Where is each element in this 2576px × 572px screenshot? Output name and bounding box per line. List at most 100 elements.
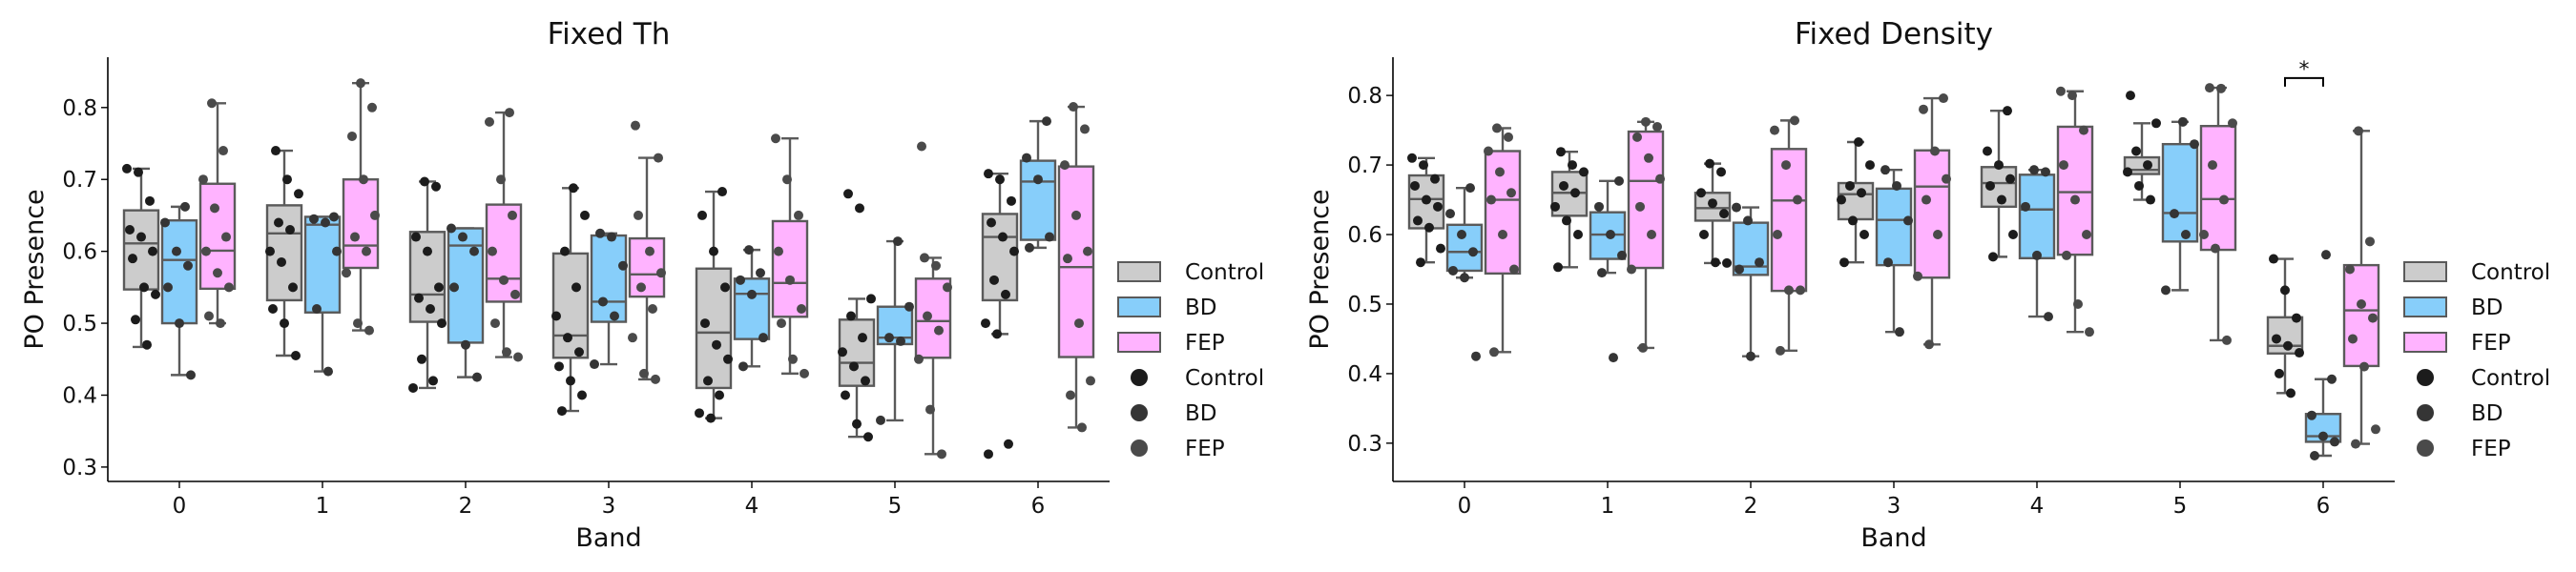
data-point [490, 318, 500, 329]
box-iqr [303, 215, 342, 314]
box-control-band-5 [2123, 91, 2161, 205]
data-point [2056, 86, 2066, 96]
box-iqr [342, 178, 380, 270]
data-point [125, 225, 135, 235]
data-point [855, 203, 864, 214]
data-point [122, 163, 132, 174]
data-point [350, 232, 360, 242]
data-point [858, 333, 867, 343]
data-point [1770, 125, 1779, 135]
box-iqr [733, 277, 771, 340]
data-point [560, 246, 570, 256]
data-point [1699, 230, 1709, 240]
box-iqr [1019, 159, 1057, 241]
data-point [347, 131, 357, 141]
data-point [1924, 339, 1934, 350]
data-point [1892, 180, 1901, 191]
legend-marker [1131, 439, 1148, 457]
data-point [1883, 257, 1893, 268]
data-point [2371, 424, 2380, 435]
data-point [431, 181, 441, 192]
data-point [420, 176, 429, 187]
data-point [2295, 348, 2304, 358]
legend-label: Control [2471, 366, 2550, 391]
data-point [1632, 132, 1642, 142]
data-point [2131, 146, 2141, 156]
data-point [1793, 194, 1802, 205]
data-point [656, 268, 666, 278]
data-point [1865, 160, 1875, 171]
data-point [285, 225, 295, 235]
legend-swatch [1117, 296, 1161, 317]
data-point [1716, 167, 1726, 177]
data-point [838, 347, 847, 358]
data-point [574, 347, 584, 358]
data-point [265, 246, 275, 256]
x-tick-label: 4 [745, 494, 759, 519]
legend-label: Control [2471, 260, 2550, 285]
data-point [163, 282, 173, 293]
box-fep-band-4 [2056, 86, 2094, 337]
data-point [1652, 121, 1662, 132]
data-point [1001, 289, 1010, 299]
data-point [651, 374, 660, 384]
box-bd-band-4 [2018, 165, 2056, 322]
data-point [294, 189, 303, 199]
box-bd-band-2 [1732, 202, 1770, 361]
data-point [2008, 230, 2018, 240]
data-point [934, 325, 944, 336]
box-iqr [628, 236, 666, 298]
data-point [785, 275, 795, 285]
data-point [2041, 167, 2050, 177]
data-point [1484, 146, 1493, 156]
data-point [356, 78, 365, 89]
data-point [1498, 230, 1507, 240]
x-axis-label: Band [575, 523, 641, 553]
data-point [364, 325, 374, 336]
data-point [323, 366, 333, 377]
data-point [1553, 262, 1563, 273]
x-tick-label: 1 [1601, 494, 1615, 519]
legend-label: Control [1185, 366, 1264, 391]
box-fep-band-0 [1484, 123, 1522, 358]
data-point [151, 289, 160, 299]
box-iqr [1875, 187, 1913, 267]
data-point [2354, 126, 2363, 136]
box-iqr [1484, 150, 1522, 276]
data-point [423, 246, 432, 256]
data-point [183, 260, 193, 271]
data-point [1509, 264, 1519, 275]
legend-marker [1131, 404, 1148, 421]
data-point [896, 336, 905, 346]
legend-marker [2417, 439, 2434, 457]
data-point [2073, 298, 2083, 309]
data-point [1796, 285, 1805, 296]
data-point [984, 449, 993, 460]
data-point [502, 347, 511, 358]
data-point [207, 98, 217, 109]
data-point [2365, 236, 2375, 247]
box-fep-band-6 [1057, 102, 1095, 433]
box-fep-band-5 [2199, 83, 2237, 345]
box-fep-band-2 [485, 108, 523, 362]
data-point [2272, 334, 2281, 344]
x-tick-label: 5 [2173, 494, 2188, 519]
data-point [472, 372, 482, 382]
data-point [771, 133, 780, 144]
legend: Control BD FEP Control BD FEP [2403, 260, 2550, 461]
data-point [777, 318, 786, 329]
data-point [846, 311, 856, 321]
data-point [1066, 390, 1075, 400]
data-point [598, 296, 608, 307]
box-fep-band-4 [771, 133, 809, 378]
data-point [1773, 230, 1782, 240]
data-point [2003, 106, 2012, 116]
data-point [981, 318, 990, 329]
legend-marker [2417, 404, 2434, 421]
data-point [998, 232, 1008, 242]
data-point [636, 282, 646, 293]
box-bd-band-5 [876, 236, 914, 425]
data-point [2216, 83, 2226, 93]
y-tick-label: 0.8 [1347, 84, 1382, 109]
legend-swatch [2403, 332, 2447, 353]
